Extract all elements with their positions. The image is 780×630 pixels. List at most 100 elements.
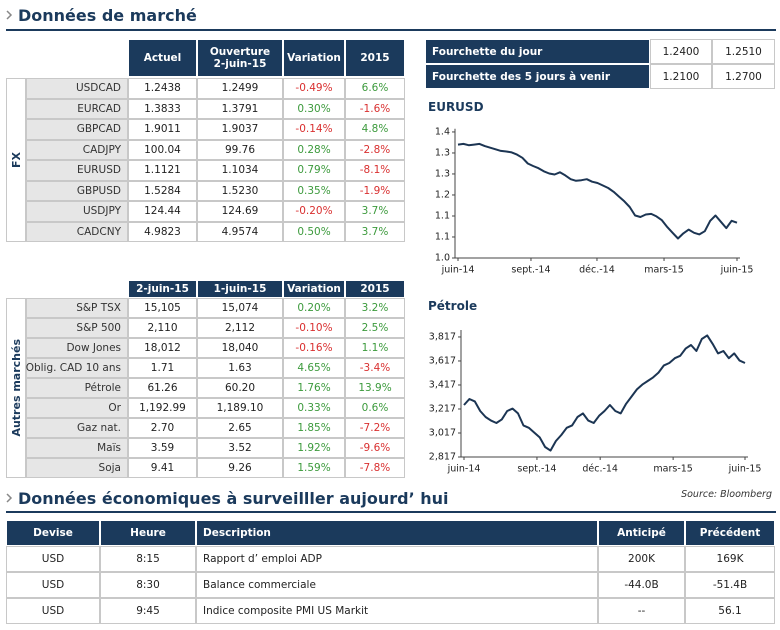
cell: 1.9037	[197, 119, 283, 140]
cell: USD	[6, 572, 100, 598]
column-header: Variation	[283, 39, 345, 77]
column-header: Anticipé	[598, 520, 685, 546]
cell: -0.10%	[283, 318, 345, 338]
cell: -0.14%	[283, 119, 345, 140]
y-tick-label: 3,817	[429, 331, 456, 342]
line	[457, 142, 738, 240]
cell: 61.26	[128, 378, 197, 398]
cell: Rapport d’ emploi ADP	[196, 546, 598, 572]
cell: 2.65	[197, 418, 283, 438]
cell: 18,040	[197, 338, 283, 358]
row-label: Oblig. CAD 10 ans	[26, 358, 128, 378]
range-value: 1.2700	[712, 64, 775, 89]
chevron	[6, 10, 13, 20]
row-label: USDCAD	[26, 78, 128, 99]
cell: 169K	[685, 546, 775, 572]
cell: Indice composite PMI US Markit	[196, 598, 598, 624]
x-tick-label: sept.-14	[517, 464, 556, 475]
cell: 1.9011	[128, 119, 197, 140]
cell: 99.76	[197, 139, 283, 160]
cell: 4.9574	[197, 221, 283, 242]
cell: 0.35%	[283, 180, 345, 201]
cell: 18,012	[128, 338, 197, 358]
cell: 8:15	[100, 546, 196, 572]
row-label: S&P TSX	[26, 298, 128, 318]
cell: 2.5%	[345, 318, 405, 338]
row-label: Or	[26, 398, 128, 418]
cell: 1.1034	[197, 160, 283, 181]
column-header: Heure	[100, 520, 196, 546]
y-tick-label: 3,217	[429, 403, 456, 414]
y-tick-label: 3,017	[429, 427, 456, 438]
cell: 124.69	[197, 201, 283, 222]
range-label: Fourchette du jour	[425, 39, 650, 64]
cell: 1.5230	[197, 180, 283, 201]
row-label: USDJPY	[26, 201, 128, 222]
cell: 2.70	[128, 418, 197, 438]
column-header: 2015	[345, 280, 405, 298]
cell: 9:45	[100, 598, 196, 624]
cell: 8:30	[100, 572, 196, 598]
y-tick-label: 1.4	[435, 126, 450, 137]
cell: 0.30%	[283, 98, 345, 119]
header-line: 2-juin-15	[213, 58, 267, 70]
x-tick-label: juin-14	[441, 265, 475, 276]
row-label: Dow Jones	[26, 338, 128, 358]
header-line: Ouverture	[209, 46, 271, 58]
row-label: CADJPY	[26, 139, 128, 160]
cell: 1.2438	[128, 78, 197, 99]
cell: 1.1%	[345, 338, 405, 358]
group-text: Autres marchés	[9, 339, 23, 437]
row-label: GBPUSD	[26, 180, 128, 201]
chart-title: Pétrole	[428, 299, 478, 313]
row-label: EURUSD	[26, 160, 128, 181]
x-tick-label: déc.-14	[579, 265, 615, 276]
cell: -7.8%	[345, 458, 405, 478]
column-header: Actuel	[128, 39, 197, 77]
x-tick-label: juin-15	[720, 265, 754, 276]
row-label: Pétrole	[26, 378, 128, 398]
row-label: Soja	[26, 458, 128, 478]
cell: 0.6%	[345, 398, 405, 418]
cell: 1,189.10	[197, 398, 283, 418]
cell: USD	[6, 546, 100, 572]
group-label: Autres marchés	[6, 298, 26, 478]
cell: 1.59%	[283, 458, 345, 478]
column-header: Ouverture 2-juin-15	[197, 39, 283, 77]
cell: 0.79%	[283, 160, 345, 181]
cell: 0.20%	[283, 298, 345, 318]
cell: 1,192.99	[128, 398, 197, 418]
row-label: S&P 500	[26, 318, 128, 338]
group-label: FX	[6, 78, 26, 242]
range-value: 1.2100	[650, 64, 712, 89]
cell: -8.1%	[345, 160, 405, 181]
row-label: CADCNY	[26, 221, 128, 242]
row-label: Maïs	[26, 438, 128, 458]
cell: 1.92%	[283, 438, 345, 458]
cell: 13.9%	[345, 378, 405, 398]
cell: 1.3791	[197, 98, 283, 119]
cell: 1.71	[128, 358, 197, 378]
cell: 3.52	[197, 438, 283, 458]
cell: 4.9823	[128, 221, 197, 242]
cell: -0.20%	[283, 201, 345, 222]
cell: 1.3833	[128, 98, 197, 119]
section-title: Données économiques à surveilller aujour…	[18, 489, 449, 508]
section-title: Données de marché	[18, 6, 197, 25]
cell: 124.44	[128, 201, 197, 222]
y-tick-label: 1.1	[435, 231, 450, 242]
cell: 4.8%	[345, 119, 405, 140]
column-header: 2015	[345, 39, 405, 77]
column-header: 1-juin-15	[197, 280, 283, 298]
x-tick-label: mars-15	[644, 265, 683, 276]
cell: 56.1	[685, 598, 775, 624]
y-tick-label: 1.1	[435, 210, 450, 221]
cell: 1.1121	[128, 160, 197, 181]
y-tick-label: 1.3	[435, 168, 450, 179]
column-header: 2-juin-15	[128, 280, 197, 298]
cell: 15,105	[128, 298, 197, 318]
group-text: FX	[9, 152, 23, 168]
cell: -1.6%	[345, 98, 405, 119]
cell: -7.2%	[345, 418, 405, 438]
cell: 2,110	[128, 318, 197, 338]
